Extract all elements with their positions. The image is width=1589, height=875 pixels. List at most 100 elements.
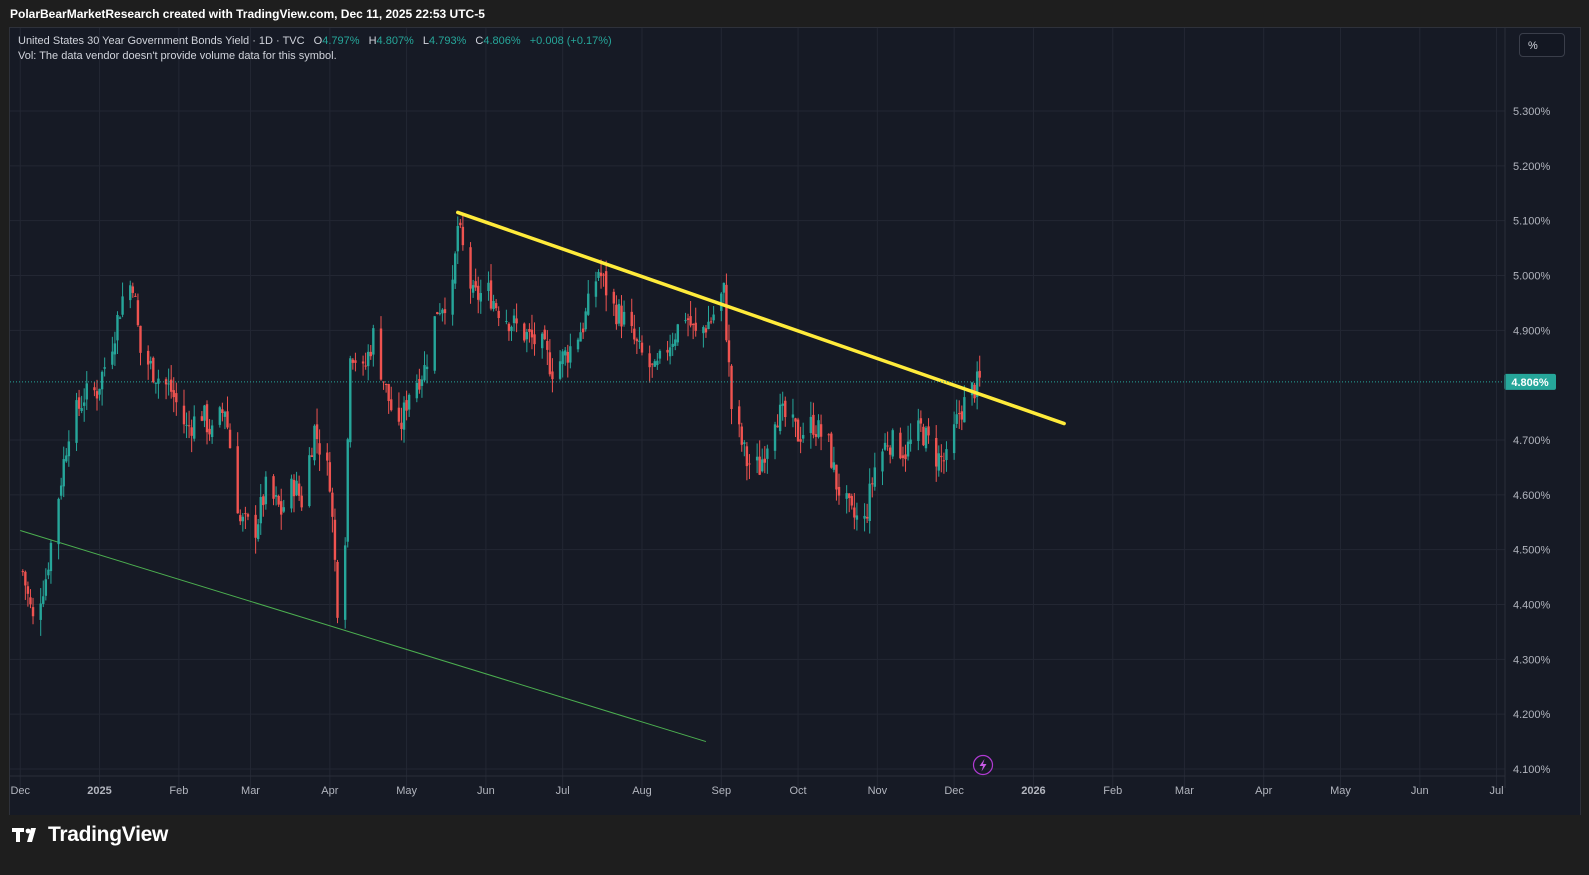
candle-body: [461, 226, 465, 246]
candle-body: [773, 424, 777, 451]
candle-body: [479, 293, 482, 302]
events-lightning-icon: [972, 754, 994, 776]
candle-body: [722, 282, 726, 293]
candle-body: [351, 359, 355, 363]
candle-body: [387, 384, 390, 401]
candle-body: [474, 281, 477, 288]
candle-body: [343, 545, 347, 620]
candle-body: [686, 318, 690, 321]
candle-body: [543, 329, 546, 340]
candle-body: [960, 411, 964, 420]
candle-body: [489, 280, 493, 309]
candle-body: [290, 478, 293, 509]
candle-body: [402, 402, 406, 430]
candle-body: [80, 408, 83, 411]
candle-body: [814, 434, 818, 437]
candle-body: [689, 316, 692, 326]
chart-panel[interactable]: 4.806% 5.300% 5.200% 5.100% 5.000% 4.900% 4.7…: [9, 27, 1581, 816]
candle-body: [707, 321, 710, 330]
candle-body: [615, 304, 618, 325]
candle-body: [221, 409, 224, 414]
candle-body: [784, 400, 787, 418]
candle-body: [620, 305, 623, 327]
candle-body: [684, 320, 687, 322]
candle-body: [494, 303, 498, 309]
candle-body: [512, 315, 516, 324]
candle-body: [676, 324, 679, 343]
y-tick-label: 5.000%: [1513, 271, 1551, 283]
candle-body: [354, 360, 357, 363]
candle-body: [924, 427, 928, 449]
candle-body: [497, 310, 500, 319]
candle-body: [418, 379, 421, 390]
candle-body: [955, 414, 958, 424]
candlestick-chart[interactable]: 4.806% 5.300% 5.200% 5.100% 5.000% 4.900% 4.7…: [10, 28, 1580, 815]
footer-bar: [0, 815, 1589, 875]
candle-body: [44, 579, 48, 596]
candle-body: [674, 339, 677, 346]
y-axis: 5.300% 5.200% 5.100% 5.000% 4.900% 4.700% 4.60…: [1504, 28, 1551, 788]
candle-body: [98, 388, 101, 395]
candle-body: [812, 414, 815, 435]
candle-body: [208, 428, 211, 435]
lightning-bolt-icon: [979, 759, 987, 772]
y-tick-label: 5.300%: [1513, 106, 1551, 118]
candle-body: [390, 399, 393, 411]
candle-body: [970, 382, 974, 396]
candle-body: [766, 448, 769, 459]
candle-body: [850, 496, 853, 506]
x-tick-label: Mar: [1175, 785, 1194, 797]
candle-body: [241, 516, 245, 522]
current-price-line-layer: 4.806%: [10, 373, 1556, 390]
candle-body: [656, 360, 659, 366]
candle-body: [835, 464, 838, 490]
candle-body: [796, 419, 800, 442]
y-tick-label: 4.100%: [1513, 764, 1551, 776]
candle-body: [438, 313, 442, 315]
candle-body: [205, 404, 209, 433]
candle-body: [891, 430, 894, 457]
chart-credit-header: PolarBearMarketResearch created with Tra…: [10, 7, 485, 21]
candle-body: [384, 383, 388, 385]
candle-body: [604, 271, 608, 296]
support-trendline-layer: [20, 529, 707, 743]
candle-body: [369, 351, 372, 357]
candle-body: [29, 597, 32, 605]
tradingview-logo-icon: [12, 828, 36, 842]
candle-body: [919, 418, 923, 424]
current-price-badge: [1504, 373, 1556, 390]
candle-body: [134, 295, 137, 297]
candle-body: [738, 406, 741, 425]
candle-body: [379, 328, 383, 380]
x-tick-label: Feb: [1103, 785, 1122, 797]
candle-body: [297, 483, 301, 496]
candle-body: [546, 341, 549, 350]
candle-body: [443, 309, 447, 314]
candle-body: [318, 443, 321, 455]
candle-body: [763, 458, 766, 463]
candle-body: [848, 493, 851, 499]
x-tick-label: Dec: [10, 785, 30, 797]
percent-scale-button[interactable]: %: [1519, 33, 1565, 57]
candle-body: [103, 367, 106, 369]
candle-body: [963, 397, 966, 423]
candle-body: [581, 328, 585, 333]
x-tick-label: Apr: [1255, 785, 1272, 797]
candle-body: [799, 439, 802, 442]
y-tick-label: 4.900%: [1513, 325, 1551, 337]
candle-body: [727, 340, 731, 363]
candle-body: [415, 382, 419, 399]
candle-body: [776, 425, 779, 428]
candle-body: [904, 454, 907, 460]
candle-body: [561, 351, 564, 365]
x-tick-label: Dec: [944, 785, 964, 797]
candle-body: [26, 586, 30, 594]
candle-body: [274, 495, 278, 497]
candle-body: [922, 426, 925, 446]
candle-body: [116, 314, 119, 341]
candle-body: [927, 426, 930, 436]
candle-body: [236, 446, 239, 514]
candle-body: [65, 455, 68, 462]
candle-body: [720, 293, 723, 311]
candle-body: [794, 418, 797, 422]
